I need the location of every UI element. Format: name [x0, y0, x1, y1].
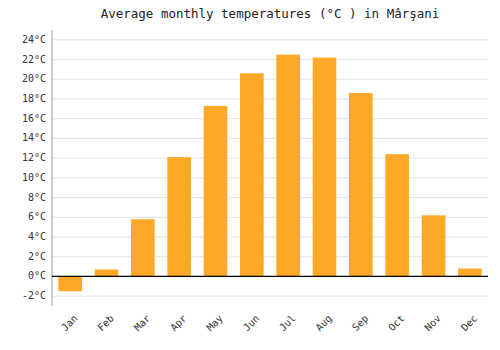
grid-line	[52, 158, 488, 159]
grid-line	[52, 118, 488, 119]
grid-line	[52, 197, 488, 198]
y-tick-label: 12°C	[22, 152, 46, 163]
x-tick-label: Feb	[95, 313, 116, 334]
y-tick-label: 14°C	[22, 132, 46, 143]
y-tick-label: 6°C	[28, 211, 46, 222]
title: Average monthly temperatures (°C ) in Mâ…	[101, 6, 440, 21]
x-tick-label: Jan	[59, 313, 80, 334]
bar	[313, 58, 337, 277]
y-tick-label: 18°C	[22, 93, 46, 104]
y-tick-label: 20°C	[22, 73, 46, 84]
y-tick-label: -2°C	[22, 290, 46, 301]
chart-container: -2°C 0°C 2°C 4°C 6°C 8°C 10°C 12°C 14°C 16°C 18°C 2…	[0, 0, 500, 350]
grid-line	[52, 59, 488, 60]
bar	[276, 55, 300, 277]
y-tick-label: 22°C	[22, 54, 46, 65]
x-tick-label: Aug	[313, 313, 334, 334]
y-grid	[52, 40, 488, 296]
bar	[167, 157, 191, 276]
grid-line	[52, 99, 488, 100]
y-tick-label: 24°C	[22, 34, 46, 45]
y-tick-label: 8°C	[28, 192, 46, 203]
y-tick-label: 2°C	[28, 251, 46, 262]
x-tick-label: Oct	[386, 313, 407, 334]
grid-line	[52, 79, 488, 80]
y-tick-label: 4°C	[28, 231, 46, 242]
grid-line	[52, 276, 488, 277]
x-tick-label: Dec	[459, 313, 480, 334]
grid-line	[52, 296, 488, 297]
bar	[385, 154, 409, 276]
y-tick-label: 16°C	[22, 113, 46, 124]
bar	[204, 106, 228, 277]
x-tick-label: Jul	[277, 313, 298, 334]
bar	[131, 219, 155, 276]
chart: -2°C 0°C 2°C 4°C 6°C 8°C 10°C 12°C 14°C 16°C 18°C 2…	[0, 0, 500, 350]
grid-line	[52, 177, 488, 178]
y-axis-line	[52, 30, 53, 306]
x-tick-label: Nov	[422, 313, 443, 334]
y-tick-label: 10°C	[22, 172, 46, 183]
x-tick-label: Sep	[350, 313, 371, 334]
x-tick-label: Jun	[241, 313, 262, 334]
bar	[95, 270, 119, 277]
bar	[422, 215, 446, 276]
grid-line	[52, 138, 488, 139]
x-tick-label: Apr	[168, 313, 189, 334]
x-tick-label: Mar	[132, 313, 153, 334]
bar	[349, 93, 373, 276]
grid-line	[52, 39, 488, 40]
x-tick-label: May	[204, 313, 225, 334]
y-tick-label: 0°C	[28, 270, 46, 281]
zero-line	[52, 276, 488, 277]
bar	[240, 73, 264, 276]
bars	[58, 55, 481, 292]
bar	[58, 276, 82, 291]
bar	[458, 269, 482, 277]
